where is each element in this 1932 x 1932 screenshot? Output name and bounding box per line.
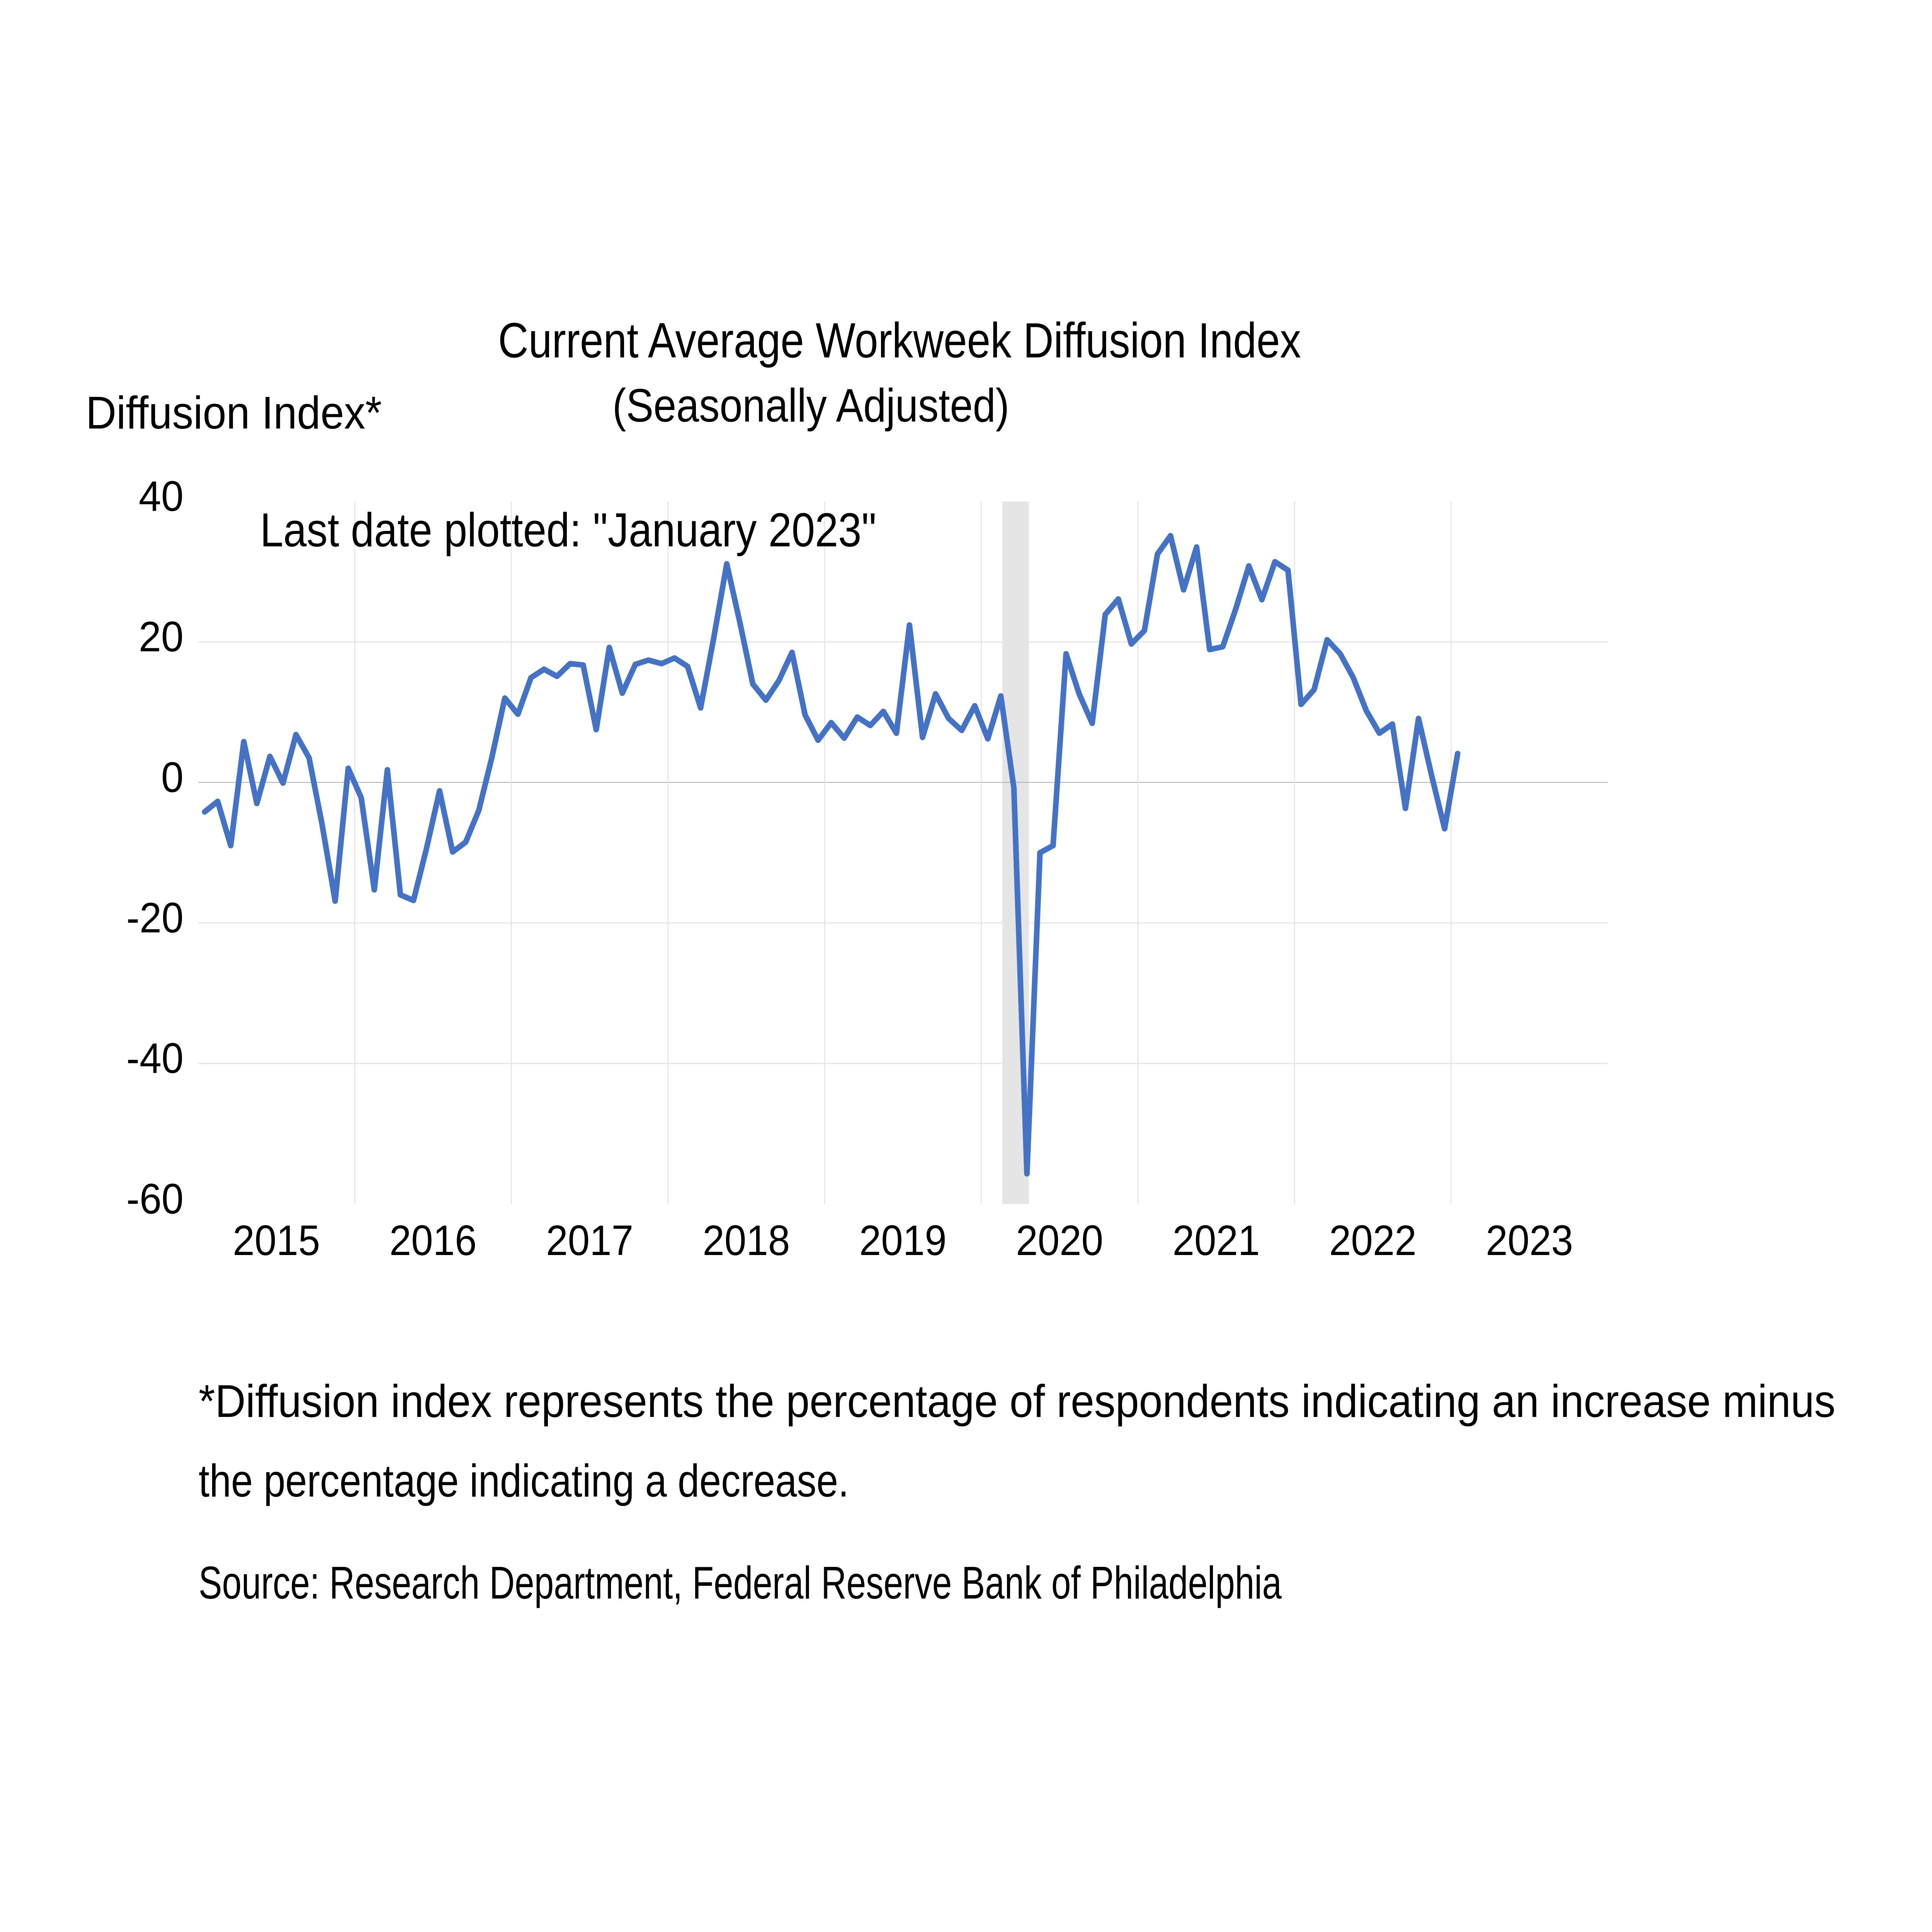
svg-text:2022: 2022	[1329, 1217, 1417, 1264]
svg-text:2021: 2021	[1173, 1217, 1260, 1264]
svg-text:Current Average Workweek Diffu: Current Average Workweek Diffusion Index	[498, 313, 1301, 368]
svg-text:0: 0	[161, 753, 184, 801]
svg-text:40: 40	[139, 473, 184, 520]
svg-text:2023: 2023	[1486, 1217, 1573, 1264]
svg-text:2017: 2017	[546, 1217, 633, 1264]
svg-text:-20: -20	[126, 894, 184, 942]
svg-text:2018: 2018	[702, 1217, 790, 1264]
svg-text:2015: 2015	[233, 1217, 320, 1264]
svg-text:Last date plotted: "January 20: Last date plotted: "January 2023"	[260, 504, 876, 557]
svg-text:*Diffusion index represents th: *Diffusion index represents the percenta…	[199, 1376, 1835, 1427]
svg-text:the percentage indicating a de: the percentage indicating a decrease.	[199, 1455, 849, 1507]
svg-text:20: 20	[139, 613, 184, 661]
svg-text:2016: 2016	[389, 1217, 477, 1264]
svg-text:-60: -60	[126, 1175, 184, 1223]
svg-text:Source: Research Department, F: Source: Research Department, Federal Res…	[199, 1557, 1282, 1609]
svg-text:2019: 2019	[859, 1217, 947, 1264]
svg-text:-40: -40	[126, 1035, 184, 1082]
svg-text:Diffusion Index*: Diffusion Index*	[86, 387, 382, 439]
svg-text:2020: 2020	[1016, 1217, 1103, 1264]
svg-text:(Seasonally Adjusted): (Seasonally Adjusted)	[612, 379, 1009, 432]
